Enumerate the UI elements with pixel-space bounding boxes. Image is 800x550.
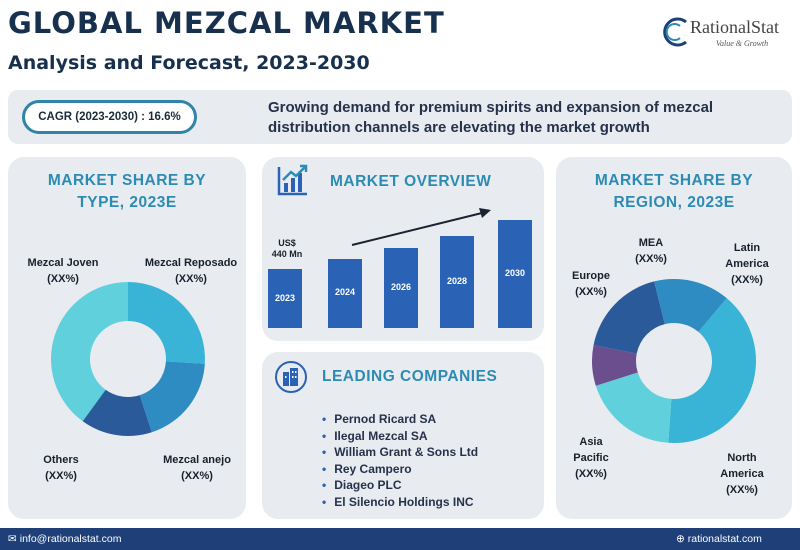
donut-slice-others: [82, 389, 152, 436]
label-latin-america-line2: America: [725, 258, 769, 270]
footer-website[interactable]: ⊕ rationalstat.com: [676, 528, 762, 550]
donut-slice-mea: [592, 345, 638, 386]
bar-label-2023: 2023: [274, 292, 296, 303]
label-latin-america-value: (XX%): [731, 274, 763, 286]
label-mezcal-reposado: Mezcal Reposado (XX%): [136, 255, 246, 287]
type-share-title-line2: TYPE, 2023E: [77, 194, 177, 211]
company-item: Rey Campero: [322, 461, 542, 478]
growth-chart-icon: [277, 164, 308, 196]
globe-icon: ⊕: [676, 533, 685, 545]
region-share-title: MARKET SHARE BY REGION, 2023E: [556, 170, 792, 214]
donut-slice-mezcal-anejo: [139, 361, 205, 433]
company-item: Pernod Ricard SA: [322, 411, 542, 428]
label-mezcal-joven-value: (XX%): [47, 273, 79, 285]
cagr-badge: CAGR (2023-2030) : 16.6%: [22, 100, 197, 134]
logo-name: RationalStat: [690, 17, 779, 37]
bar-2024: 2024: [328, 258, 362, 328]
company-list: Pernod Ricard SA Ilegal Mezcal SA Willia…: [322, 411, 542, 510]
page-subtitle: Analysis and Forecast, 2023-2030: [8, 52, 370, 74]
label-mezcal-anejo-name: Mezcal anejo: [163, 454, 231, 466]
label-asia-pacific-value: (XX%): [575, 468, 607, 480]
label-asia-pacific-line2: Pacific: [573, 452, 609, 464]
label-mezcal-joven: Mezcal Joven (XX%): [18, 255, 108, 287]
label-asia-pacific: Asia Pacific (XX%): [562, 434, 620, 482]
bar-label-2026: 2026: [390, 282, 412, 292]
growth-arrow: [351, 208, 491, 246]
donut-slice-asia-pacific: [654, 279, 727, 332]
logo-tagline: Value & Growth: [716, 39, 769, 48]
bar-2028: 2028: [440, 236, 474, 328]
bar-label-2024: 2024: [334, 287, 356, 298]
region-share-title-line2: REGION, 2023E: [613, 194, 735, 211]
label-north-america-line1: North: [727, 452, 757, 464]
label-europe: Europe (XX%): [563, 268, 619, 300]
label-others: Others (XX%): [26, 452, 96, 484]
email-icon: ✉: [8, 533, 17, 545]
donut-slice-mezcal-joven: [51, 282, 128, 422]
overview-bar-chart: 2023 2024 2026 2028 2030: [262, 157, 544, 341]
company-item: El Silencio Holdings INC: [322, 494, 542, 511]
label-north-america: North America (XX%): [707, 450, 777, 498]
label-latin-america-line1: Latin: [733, 242, 761, 254]
market-value-annotation: US$ 440 Mn: [268, 238, 306, 260]
donut-slice-mezcal-reposado: [128, 282, 205, 364]
cagr-description: Growing demand for premium spirits and e…: [268, 99, 714, 136]
region-share-title-line1: MARKET SHARE BY: [594, 172, 754, 189]
label-mea-value: (XX%): [635, 253, 667, 265]
label-north-america-value: (XX%): [726, 484, 758, 496]
logo-mark-icon: [663, 17, 687, 47]
company-buildings-icon: [275, 361, 307, 393]
bar-label-2028: 2028: [446, 276, 468, 286]
footer-website-text: rationalstat.com: [687, 533, 762, 545]
label-mezcal-joven-name: Mezcal Joven: [27, 257, 99, 269]
label-mezcal-reposado-value: (XX%): [175, 273, 207, 285]
bar-2030: 2030: [498, 220, 532, 328]
type-share-title-line1: MARKET SHARE BY: [47, 172, 207, 189]
label-others-name: Others: [43, 454, 79, 466]
footer-bar: [0, 528, 800, 550]
bar-2026: 2026: [384, 248, 418, 328]
label-mea: MEA (XX%): [626, 235, 676, 267]
leading-companies-title: LEADING COMPANIES: [322, 368, 498, 385]
company-item: Diageo PLC: [322, 477, 542, 494]
company-item: Ilegal Mezcal SA: [322, 428, 542, 445]
donut-slice-latin-america: [595, 372, 672, 443]
label-mezcal-anejo: Mezcal anejo (XX%): [152, 452, 242, 484]
type-share-panel: [8, 157, 246, 519]
label-europe-value: (XX%): [575, 286, 607, 298]
label-others-value: (XX%): [45, 470, 77, 482]
region-donut-chart: [592, 279, 756, 444]
label-mezcal-reposado-name: Mezcal Reposado: [144, 257, 238, 269]
market-value-line2: 440 Mn: [271, 249, 303, 259]
donut-slice-north-america: [668, 298, 756, 444]
footer-email-text: info@rationalstat.com: [19, 533, 122, 545]
bar-2023: 2023: [268, 269, 302, 328]
donut-slice-europe: [593, 281, 665, 354]
label-north-america-line2: America: [720, 468, 764, 480]
brand-logo[interactable]: RationalStat Value & Growth: [660, 14, 795, 54]
label-asia-pacific-line1: Asia: [579, 436, 603, 448]
footer-email[interactable]: ✉ info@rationalstat.com: [8, 528, 121, 550]
type-donut-chart: [51, 282, 205, 436]
type-share-title: MARKET SHARE BY TYPE, 2023E: [8, 170, 246, 214]
label-mea-name: MEA: [638, 237, 664, 249]
label-europe-name: Europe: [572, 270, 610, 282]
label-mezcal-anejo-value: (XX%): [181, 470, 213, 482]
market-overview-title: MARKET OVERVIEW: [330, 173, 492, 190]
company-item: William Grant & Sons Ltd: [322, 444, 542, 461]
page-title: GLOBAL MEZCAL MARKET: [8, 6, 445, 40]
market-value-line1: US$: [278, 238, 296, 248]
bar-label-2030: 2030: [504, 268, 526, 278]
label-latin-america: Latin America (XX%): [712, 240, 782, 288]
